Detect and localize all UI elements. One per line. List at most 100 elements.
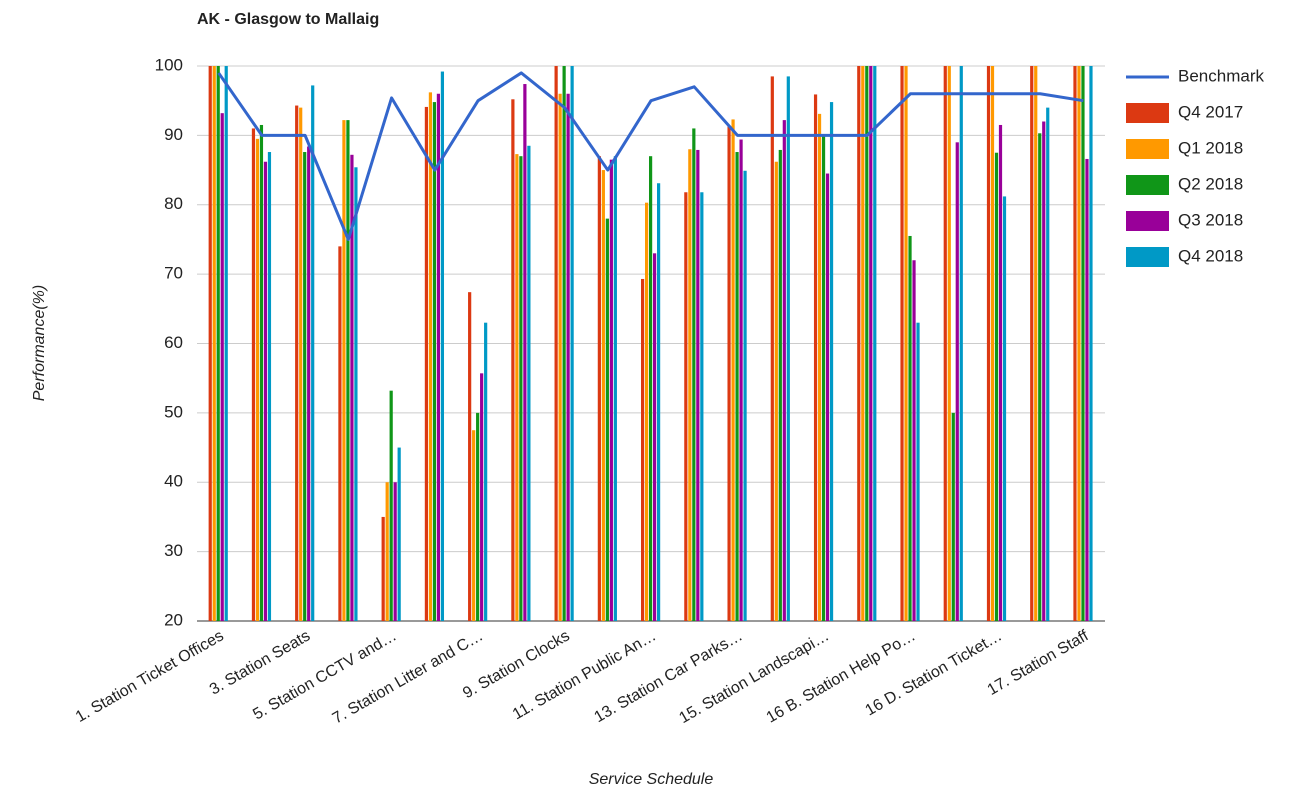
x-tick-label: 15. Station Landscapi… bbox=[676, 627, 832, 727]
bar bbox=[1073, 66, 1077, 621]
bar bbox=[1081, 66, 1085, 621]
bar bbox=[829, 102, 834, 621]
bar bbox=[523, 84, 527, 622]
legend-swatch bbox=[1126, 247, 1169, 267]
bar bbox=[381, 516, 385, 621]
bar bbox=[597, 156, 601, 621]
bar bbox=[208, 66, 212, 621]
y-tick-label: 40 bbox=[164, 472, 183, 491]
bar bbox=[436, 93, 441, 621]
bar bbox=[727, 126, 731, 621]
bar bbox=[354, 167, 358, 621]
bar bbox=[1034, 66, 1038, 621]
bar bbox=[303, 152, 307, 621]
x-tick-label: 1. Station Ticket Offices bbox=[73, 627, 227, 726]
bar bbox=[778, 149, 782, 621]
bar bbox=[821, 135, 826, 621]
bar bbox=[1046, 107, 1050, 621]
legend-label: Benchmark bbox=[1178, 66, 1264, 85]
y-tick-label: 80 bbox=[164, 194, 183, 213]
bar bbox=[943, 66, 947, 621]
bar bbox=[393, 482, 397, 621]
bar bbox=[951, 412, 955, 621]
bar bbox=[476, 412, 480, 621]
bar bbox=[1077, 66, 1081, 621]
x-tick-label: 16 B. Station Help Po… bbox=[764, 627, 919, 726]
bar bbox=[562, 66, 566, 621]
bar bbox=[428, 92, 433, 622]
bar bbox=[251, 128, 256, 621]
bar bbox=[813, 94, 818, 622]
legend-swatch bbox=[1126, 175, 1169, 195]
bar bbox=[1085, 158, 1089, 621]
legend-label: Q1 2018 bbox=[1178, 138, 1243, 157]
bar bbox=[857, 66, 861, 621]
bar bbox=[255, 138, 260, 621]
bar bbox=[998, 124, 1003, 621]
bar bbox=[739, 139, 743, 621]
bar bbox=[295, 105, 299, 621]
bar bbox=[657, 183, 661, 621]
bar bbox=[311, 85, 315, 622]
bar bbox=[307, 146, 311, 621]
bar bbox=[480, 373, 484, 621]
bar bbox=[220, 113, 224, 622]
bar bbox=[554, 66, 558, 621]
bar bbox=[527, 145, 531, 621]
y-tick-label: 100 bbox=[155, 55, 183, 74]
legend-label: Q4 2018 bbox=[1178, 246, 1243, 265]
bar bbox=[955, 142, 959, 621]
bar bbox=[641, 278, 645, 621]
bar bbox=[263, 161, 268, 622]
bar bbox=[986, 66, 991, 621]
bar bbox=[869, 66, 873, 621]
bar bbox=[338, 246, 342, 621]
y-tick-label: 20 bbox=[164, 610, 183, 629]
y-axis-title: Performance(%) bbox=[31, 285, 48, 401]
bar bbox=[947, 66, 951, 621]
bar bbox=[735, 152, 739, 621]
bar bbox=[645, 202, 649, 621]
bar bbox=[601, 170, 605, 621]
bar bbox=[653, 253, 657, 621]
bar bbox=[873, 66, 877, 621]
bar bbox=[786, 76, 790, 621]
bar bbox=[511, 99, 515, 622]
bar bbox=[649, 156, 653, 621]
bar bbox=[259, 124, 264, 621]
bar bbox=[861, 66, 865, 621]
bar bbox=[684, 192, 688, 621]
x-tick-label: 11. Station Public An… bbox=[510, 627, 659, 723]
bar bbox=[1042, 121, 1046, 621]
bar bbox=[1089, 66, 1093, 621]
bar bbox=[688, 149, 692, 621]
bar bbox=[692, 128, 696, 621]
bar bbox=[994, 152, 999, 621]
legend-label: Q4 2017 bbox=[1178, 102, 1243, 121]
bar bbox=[440, 71, 445, 622]
bar bbox=[385, 482, 389, 621]
y-tick-label: 30 bbox=[164, 541, 183, 560]
bar bbox=[515, 154, 519, 621]
bar bbox=[1030, 66, 1034, 621]
bar bbox=[397, 447, 401, 621]
bar bbox=[959, 66, 963, 621]
bar bbox=[389, 390, 393, 621]
bar bbox=[267, 152, 272, 621]
bar bbox=[865, 66, 869, 621]
bar bbox=[468, 292, 472, 621]
x-tick-label: 7. Station Litter and C… bbox=[330, 627, 486, 727]
benchmark-line bbox=[217, 71, 1084, 241]
bar bbox=[731, 119, 735, 621]
legend-label: Q3 2018 bbox=[1178, 210, 1243, 229]
bar bbox=[432, 102, 437, 621]
bar bbox=[770, 76, 774, 621]
bar bbox=[609, 159, 613, 621]
bar bbox=[216, 66, 220, 621]
bar bbox=[472, 430, 476, 621]
bar bbox=[570, 66, 574, 621]
bar bbox=[696, 149, 700, 621]
bar bbox=[299, 107, 303, 621]
x-tick-label: 13. Station Car Parks… bbox=[592, 627, 746, 726]
